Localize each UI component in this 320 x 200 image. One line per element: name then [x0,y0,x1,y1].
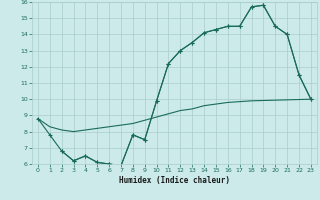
X-axis label: Humidex (Indice chaleur): Humidex (Indice chaleur) [119,176,230,185]
